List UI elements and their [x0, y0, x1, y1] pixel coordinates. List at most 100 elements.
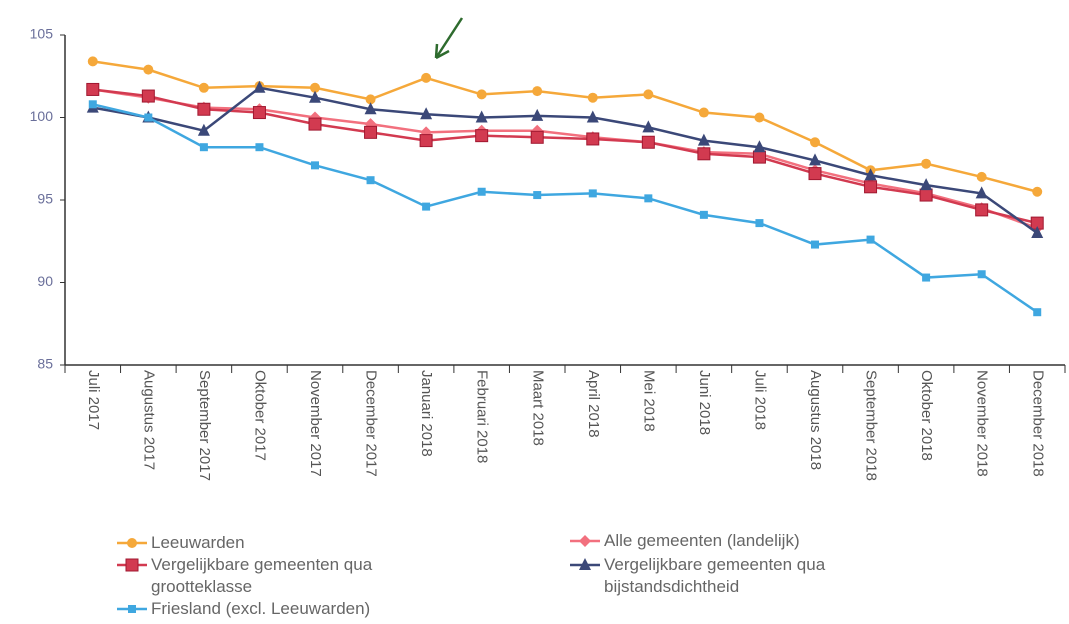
series-line — [92, 88, 1038, 230]
marker — [808, 167, 822, 181]
marker — [588, 189, 597, 198]
marker — [1032, 186, 1043, 197]
series-line — [92, 86, 1038, 235]
x-tick-label: Mei 2018 — [640, 370, 657, 432]
marker — [308, 117, 322, 131]
legend-swatch — [117, 605, 147, 613]
x-tick-label: November 2017 — [307, 370, 324, 477]
marker — [144, 113, 153, 122]
marker — [198, 82, 209, 93]
x-tick-label: Juni 2018 — [696, 370, 713, 435]
marker — [920, 178, 933, 191]
marker — [197, 102, 211, 116]
marker — [421, 72, 432, 83]
x-tick-label: Februari 2018 — [474, 370, 491, 463]
marker — [698, 107, 709, 118]
marker — [976, 171, 987, 182]
marker — [754, 112, 765, 123]
x-tick-label: Oktober 2018 — [918, 370, 935, 461]
marker — [128, 605, 136, 613]
marker — [579, 558, 591, 570]
legend-item: Friesland (excl. Leeuwarden) — [115, 598, 441, 620]
y-tick-label: 105 — [30, 26, 54, 42]
x-tick-label: Augustus 2018 — [807, 370, 824, 470]
marker — [475, 110, 488, 123]
legend-item: Vergelijkbare gemeenten qua bijstandsdic… — [568, 554, 904, 598]
y-tick-label: 90 — [37, 273, 53, 289]
marker — [364, 118, 377, 131]
marker — [919, 188, 933, 202]
series-line — [92, 60, 1038, 193]
marker — [642, 120, 655, 133]
x-tick-label: December 2018 — [1029, 370, 1046, 477]
x-tick-label: Oktober 2017 — [251, 370, 268, 461]
y-tick-label: 100 — [30, 108, 54, 124]
legend-label: Vergelijkbare gemeenten qua grootteklass… — [151, 555, 373, 596]
marker — [197, 123, 210, 136]
marker — [364, 125, 378, 139]
marker — [252, 106, 266, 120]
marker — [366, 176, 375, 185]
marker — [253, 80, 266, 93]
legend-item: Alle gemeenten (landelijk) — [568, 530, 904, 552]
marker — [586, 110, 599, 123]
marker — [311, 161, 319, 170]
x-tick-label: Augustus 2017 — [140, 370, 157, 470]
marker — [809, 153, 821, 166]
marker — [420, 107, 433, 120]
x-tick-label: Maart 2018 — [529, 370, 546, 446]
marker — [364, 102, 377, 115]
marker — [86, 82, 100, 96]
marker — [587, 92, 598, 103]
marker — [88, 100, 97, 109]
marker — [477, 187, 486, 196]
marker — [87, 56, 98, 67]
marker — [641, 135, 655, 149]
marker — [644, 194, 653, 203]
legend-label: Alle gemeenten (landelijk) — [604, 531, 800, 550]
legend-swatch — [117, 558, 147, 572]
marker — [977, 270, 986, 279]
annotation-arrow — [434, 17, 464, 60]
legend-label: Vergelijkbare gemeenten qua bijstandsdic… — [604, 555, 826, 596]
marker — [419, 134, 433, 148]
marker — [864, 180, 878, 194]
marker — [310, 82, 320, 93]
marker — [125, 558, 139, 572]
marker — [753, 140, 766, 153]
x-tick-label: September 2017 — [196, 370, 213, 481]
marker — [127, 538, 137, 548]
x-tick-label: September 2018 — [863, 370, 880, 481]
x-tick-label: April 2018 — [585, 370, 602, 438]
marker — [1031, 226, 1044, 238]
marker — [975, 186, 988, 199]
marker — [530, 130, 544, 144]
y-tick-label: 95 — [37, 191, 53, 207]
y-tick-label: 85 — [37, 356, 53, 372]
marker — [309, 90, 321, 103]
x-tick-label: Januari 2018 — [418, 370, 435, 457]
marker — [697, 147, 711, 161]
x-tick-label: December 2017 — [363, 370, 380, 477]
marker — [975, 203, 989, 217]
series-line — [92, 88, 1038, 225]
marker — [586, 132, 600, 146]
marker — [476, 89, 487, 100]
x-tick-label: Juli 2018 — [751, 370, 768, 430]
marker — [699, 210, 708, 219]
marker — [1033, 308, 1042, 317]
marker — [643, 89, 654, 100]
marker — [579, 535, 591, 547]
marker — [752, 150, 766, 164]
marker — [199, 143, 208, 152]
marker — [365, 94, 376, 105]
marker — [811, 240, 819, 249]
marker — [475, 129, 489, 143]
x-tick-label: November 2018 — [974, 370, 991, 477]
legend-label: Leeuwarden — [151, 533, 245, 552]
marker — [864, 168, 877, 181]
marker — [143, 64, 154, 75]
marker — [422, 202, 431, 211]
marker — [255, 143, 264, 152]
